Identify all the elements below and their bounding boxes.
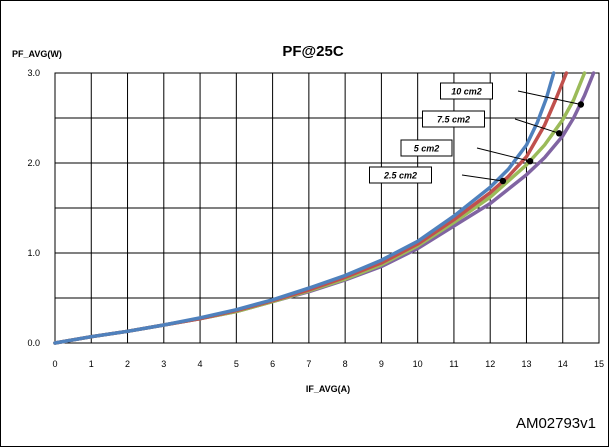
x-tick-label: 0: [52, 359, 57, 369]
callout-leader: [461, 174, 503, 182]
figure-code: AM02793v1: [516, 415, 596, 432]
callout-point: [499, 177, 507, 185]
y-tick-label: 3.0: [27, 68, 40, 78]
y-tick-label: 0.0: [27, 338, 40, 348]
callout-point: [526, 158, 534, 165]
x-tick-label: 9: [379, 359, 384, 369]
callout-point: [555, 130, 563, 137]
callout-box: [400, 139, 453, 157]
callout-leader: [476, 147, 531, 162]
x-tick-label: 4: [198, 359, 203, 369]
y-tick-label: 2.0: [27, 158, 40, 168]
callout-label: 2.5 cm2: [383, 171, 417, 181]
callout-leader: [517, 90, 581, 105]
y-ticks: 0.0 1.0 2.0 3.0: [27, 68, 40, 348]
y-axis-label: PF_AVG(W): [12, 49, 62, 59]
x-tick-label: 1: [89, 359, 94, 369]
callout-label: 7.5 cm2: [437, 115, 470, 125]
callout-label: 5 cm2: [414, 144, 440, 154]
x-tick-label: 11: [449, 359, 458, 369]
x-tick-label: 8: [343, 359, 348, 369]
callout-box: [440, 82, 493, 100]
x-tick-label: 7: [306, 359, 311, 369]
x-ticks: 0 1 2 3 4 5 6 7 8 9 10 11 12 13 14 15: [52, 359, 604, 369]
grid: [54, 72, 600, 344]
x-tick-label: 5: [234, 359, 239, 369]
annotation-group: 10 cm2 7.5 cm2 5 cm2 2.5 cm2: [369, 82, 585, 185]
x-tick-label: 6: [270, 359, 275, 369]
x-axis-label: IF_AVG(A): [306, 384, 350, 394]
chart-title: PF@25C: [282, 43, 343, 60]
x-tick-label: 10: [413, 359, 423, 369]
callout-box: [369, 166, 432, 184]
series-group: [53, 71, 596, 345]
callout-point: [577, 101, 585, 108]
x-tick-label: 14: [558, 359, 568, 369]
x-tick-label: 3: [161, 359, 166, 369]
y-tick-label: 1.0: [27, 248, 40, 258]
callout-leader: [514, 118, 560, 134]
x-tick-label: 2: [125, 359, 130, 369]
callout-label: 10 cm2: [451, 87, 482, 97]
callout-box: [422, 110, 485, 128]
x-tick-label: 13: [521, 359, 531, 369]
series-line-10-cm2: [53, 71, 556, 345]
x-tick-label: 12: [485, 359, 495, 369]
plot-area: [54, 72, 600, 344]
x-tick-label: 15: [594, 359, 604, 369]
